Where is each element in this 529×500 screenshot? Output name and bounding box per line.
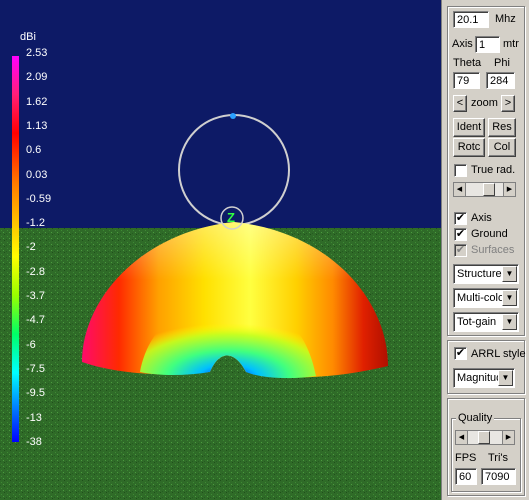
theta-label: Theta <box>453 57 482 69</box>
surfaces-checkbox-label: Surfaces <box>471 244 515 256</box>
theta-field[interactable]: 79 <box>453 72 480 89</box>
chevron-down-icon[interactable]: ▼ <box>498 370 513 386</box>
true-rad-slider[interactable]: ◀ ▶ <box>453 182 516 197</box>
legend-tick: -2 <box>26 241 36 254</box>
legend-tick: 2.53 <box>26 47 48 59</box>
slider-right-arrow-icon[interactable]: ▶ <box>502 431 514 444</box>
gain-colorbar <box>12 56 19 442</box>
legend-tick: 1.13 <box>26 119 48 132</box>
legend-tick: -38 <box>26 435 42 448</box>
axis-length-field[interactable]: 1 <box>475 36 500 53</box>
ground-checkbox-label: Ground <box>471 228 508 240</box>
z-axis-label: Z <box>227 210 235 225</box>
rotation-handle <box>230 113 236 119</box>
arrl-style-checkbox[interactable]: ✔ <box>454 347 467 360</box>
legend-tick: -0.59 <box>26 192 52 205</box>
res-button[interactable]: Res <box>488 118 516 137</box>
legend-tick: -2.8 <box>26 265 45 278</box>
ident-button[interactable]: Ident <box>453 118 485 137</box>
gain-type-dropdown[interactable]: Tot-gain ▼ <box>453 312 519 332</box>
chevron-down-icon[interactable]: ▼ <box>502 314 517 330</box>
slider-thumb[interactable] <box>478 431 490 444</box>
fps-value: 60 <box>455 468 477 485</box>
surfaces-checkbox[interactable]: ✔ <box>454 244 467 257</box>
tris-label: Tri's <box>488 452 509 464</box>
arrl-style-label: ARRL style <box>471 348 526 360</box>
frequency-field[interactable]: 20.1 <box>453 11 489 28</box>
slider-left-arrow-icon[interactable]: ◀ <box>456 431 468 444</box>
color-mode-dropdown[interactable]: Multi-colo ▼ <box>453 288 519 308</box>
legend-tick: 1.62 <box>26 95 48 108</box>
quality-slider[interactable]: ◀ ▶ <box>455 430 515 445</box>
ground-checkbox[interactable]: ✔ <box>454 228 467 241</box>
zoom-in-button[interactable]: > <box>501 95 515 112</box>
rotc-button[interactable]: Rotc <box>453 138 485 157</box>
arrl-style-group <box>447 340 525 394</box>
chevron-down-icon[interactable]: ▼ <box>502 290 517 306</box>
legend-tick: 0.6 <box>26 144 42 157</box>
slider-right-arrow-icon[interactable]: ▶ <box>503 183 515 196</box>
legend-tick: -7.5 <box>26 362 45 375</box>
structure-dropdown[interactable]: Structure ▼ <box>453 264 519 284</box>
true-rad-checkbox[interactable] <box>454 164 467 177</box>
legend-tick: -4.7 <box>26 314 45 327</box>
legend-tick: 2.09 <box>26 71 48 84</box>
phi-label: Phi <box>494 57 510 69</box>
phi-field[interactable]: 284 <box>486 72 515 89</box>
z-axis-marker <box>220 206 244 230</box>
fps-label: FPS <box>455 452 477 464</box>
pattern-scene: Z <box>0 0 441 500</box>
slider-left-arrow-icon[interactable]: ◀ <box>454 183 466 196</box>
render-info-group <box>447 398 525 496</box>
quality-label: Quality <box>456 412 495 424</box>
control-panel: 20.1 Mhz Axis 1 mtr Theta Phi 79 284 < z… <box>441 0 529 500</box>
axis-checkbox-label: Axis <box>471 212 492 224</box>
zoom-out-button[interactable]: < <box>453 95 467 112</box>
legend-tick: -6 <box>26 338 36 351</box>
axis-length-label: Axis <box>452 38 473 50</box>
legend-title: dBi <box>20 31 36 43</box>
pattern-3d-viewport[interactable]: Z dBi 2.53 2.09 1.62 1.13 0.6 0.03 -0.59 -1.2 -2… <box>0 0 441 500</box>
true-rad-label: True rad. <box>471 164 516 176</box>
zoom-label: zoom <box>471 97 498 109</box>
slider-thumb[interactable] <box>483 183 495 196</box>
tris-value: 7090 <box>481 468 516 485</box>
axis-checkbox[interactable]: ✔ <box>454 212 467 225</box>
axis-length-unit: mtr <box>503 38 519 50</box>
legend-tick: -1.2 <box>26 217 45 230</box>
frequency-unit: Mhz <box>495 13 516 25</box>
view-settings-group <box>447 6 525 336</box>
magnitude-dropdown[interactable]: Magnitud ▼ <box>453 368 515 388</box>
sky <box>0 0 441 228</box>
legend-tick: -3.7 <box>26 290 45 302</box>
legend-tick: -9.5 <box>26 387 45 400</box>
legend-tick: -13 <box>26 411 42 424</box>
legend-tick: 0.03 <box>26 168 48 181</box>
chevron-down-icon[interactable]: ▼ <box>502 266 517 282</box>
col-button[interactable]: Col <box>488 138 516 157</box>
